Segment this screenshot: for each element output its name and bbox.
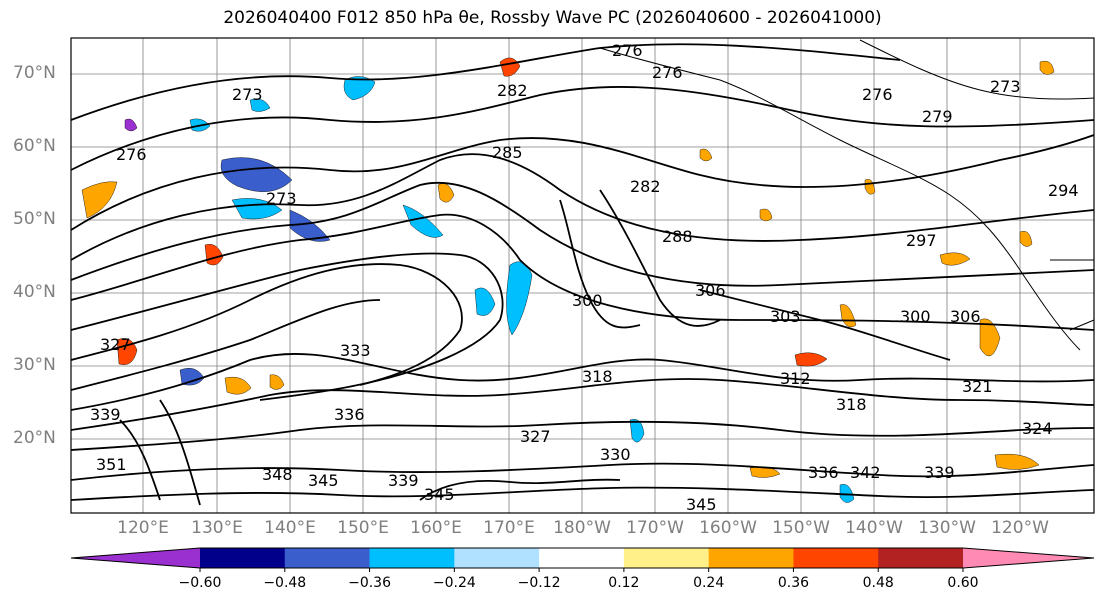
colorbar-tick-label: 0.48: [862, 575, 894, 591]
contour-label: 297: [906, 231, 937, 250]
longitude-label: 120°W: [991, 518, 1049, 538]
colorbar-segment: [539, 548, 625, 568]
colorbar-segment: [200, 548, 286, 568]
contour-label: 306: [950, 307, 981, 326]
longitude-label: 130°W: [918, 518, 976, 538]
contour-label: 276: [116, 145, 147, 164]
longitude-label: 170°W: [626, 518, 684, 538]
contour-label: 339: [388, 471, 419, 490]
contour-label: 327: [520, 427, 551, 446]
contour-label: 339: [924, 463, 955, 482]
colorbar-tick-label: −0.24: [432, 575, 476, 591]
graticule: [71, 38, 1094, 513]
colorbar-tick-label: 0.36: [777, 575, 810, 591]
colorbar-segment: [623, 548, 710, 568]
colorbar-tick-label: −0.12: [517, 575, 561, 591]
contour-label: 303: [770, 307, 801, 326]
contour-label: 351: [96, 455, 127, 474]
latitude-label: 70°N: [13, 63, 56, 83]
rossby-wave-shading: [81, 57, 1055, 503]
longitude-label: 180°W: [553, 518, 611, 538]
contour-label: 348: [262, 465, 293, 484]
contour-label: 336: [334, 405, 365, 424]
theta-e-contours: [70, 43, 1095, 506]
colorbar-tick-label: −0.60: [178, 575, 222, 591]
contour-label: 321: [962, 377, 993, 396]
colorbar-tick-label: 0.24: [693, 575, 725, 591]
longitude-label: 130°E: [191, 518, 243, 538]
longitude-label: 150°W: [772, 518, 830, 538]
colorbar-segment: [454, 548, 540, 568]
contour-label: 318: [582, 367, 613, 386]
contour-label: 288: [662, 227, 693, 246]
contour-label: 330: [600, 445, 631, 464]
contour-label: 282: [497, 81, 528, 100]
contour-label: 285: [492, 143, 523, 162]
map-frame: [70, 37, 1095, 514]
colorbar-segment: [878, 548, 964, 568]
contour-label: 318: [836, 395, 867, 414]
contour-label: 276: [862, 85, 893, 104]
colorbar-segment: [793, 548, 879, 568]
contour-label: 279: [922, 107, 953, 126]
contour-label: 339: [90, 405, 121, 424]
contour-label: 273: [266, 189, 297, 208]
colorbar-segment: [708, 548, 794, 568]
longitude-label: 150°E: [337, 518, 389, 538]
colorbar-tick-label: −0.36: [348, 575, 391, 591]
colorbar-extend-high: [963, 548, 1094, 568]
longitude-label: 140°W: [845, 518, 903, 538]
contour-label: 333: [340, 341, 371, 360]
colorbar: [70, 547, 1095, 572]
longitude-label: 170°E: [483, 518, 535, 538]
colorbar-extend-low: [71, 548, 200, 568]
colorbar-segment: [369, 548, 455, 568]
latitude-label: 20°N: [13, 428, 56, 448]
longitude-label: 120°E: [117, 518, 169, 538]
colorbar-tick-label: 0.12: [608, 575, 640, 591]
contour-label: 282: [630, 177, 661, 196]
latitude-label: 60°N: [13, 136, 56, 156]
contour-label: 294: [1048, 181, 1079, 200]
contour-label: 306: [695, 281, 726, 300]
colorbar-segment: [284, 548, 371, 568]
latitude-label: 50°N: [13, 209, 56, 229]
latitude-label: 40°N: [13, 282, 56, 302]
colorbar-tick-label: −0.48: [263, 575, 307, 591]
contour-label: 327: [100, 335, 131, 354]
contour-label: 273: [232, 85, 263, 104]
contour-label: 276: [612, 41, 643, 60]
map-title: 2026040400 F012 850 hPa θe, Rossby Wave …: [223, 8, 882, 28]
map-background: [71, 38, 1094, 513]
contour-label: 300: [572, 291, 603, 310]
contour-label: 273: [990, 77, 1021, 96]
contour-label: 345: [686, 495, 717, 514]
colorbar-tick-label: 0.60: [947, 575, 979, 591]
contour-label: 345: [424, 485, 455, 504]
contour-label-group: 276 273 276 282 276 276 279 273 285 282 …: [90, 41, 1079, 514]
contour-label: 336: [808, 463, 839, 482]
contour-label: 276: [652, 63, 683, 82]
longitude-label: 160°W: [699, 518, 757, 538]
longitude-label: 140°E: [264, 518, 316, 538]
contour-label: 342: [850, 463, 881, 482]
contour-label: 300: [900, 307, 931, 326]
latitude-label: 30°N: [13, 355, 56, 375]
longitude-label: 160°E: [410, 518, 462, 538]
contour-label: 324: [1022, 419, 1053, 438]
contour-label: 312: [780, 369, 811, 388]
contour-label: 345: [308, 471, 339, 490]
